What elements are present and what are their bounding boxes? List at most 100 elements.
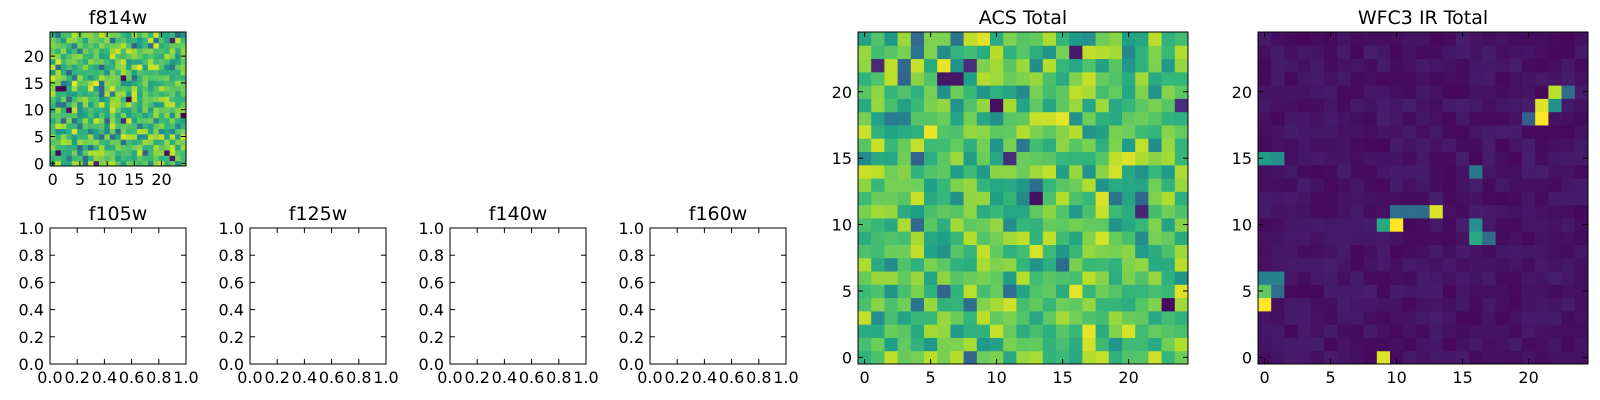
heatmap-cell	[71, 80, 78, 87]
heatmap-cell	[871, 111, 885, 126]
heatmap-cell	[126, 149, 133, 156]
heatmap-cell	[60, 64, 67, 71]
heatmap-cell	[131, 80, 138, 87]
heatmap-cell	[924, 124, 938, 139]
heatmap-cell	[1337, 257, 1351, 272]
heatmap-cell	[66, 149, 73, 156]
heatmap-cell	[990, 217, 1004, 232]
heatmap-cell	[137, 53, 143, 60]
heatmap-cell	[164, 74, 171, 81]
heatmap-cell	[884, 151, 899, 166]
heatmap-cell	[153, 64, 160, 71]
heatmap-cell	[1016, 204, 1031, 219]
heatmap-cell	[1416, 217, 1431, 232]
heatmap-cell	[1258, 284, 1272, 299]
heatmap-cell	[1350, 124, 1365, 139]
heatmap-cell	[924, 350, 938, 365]
heatmap-cell	[98, 149, 105, 156]
heatmap-cell	[1297, 138, 1312, 153]
heatmap-cell	[1337, 310, 1351, 325]
heatmap-cell	[1442, 284, 1457, 299]
heatmap-cell	[1003, 138, 1017, 153]
heatmap-cell	[131, 64, 138, 71]
heatmap-cell	[1337, 32, 1351, 46]
heatmap-cell	[1376, 310, 1391, 325]
heatmap-cell	[1508, 164, 1523, 179]
heatmap-cell	[1042, 164, 1057, 179]
heatmap-cell	[1003, 58, 1017, 73]
heatmap-cell	[50, 90, 56, 97]
heatmap-cell	[120, 155, 127, 162]
heatmap-cell	[60, 37, 67, 44]
heatmap-cell	[1508, 217, 1523, 232]
heatmap-cell	[1174, 191, 1189, 206]
heatmap-cell	[1442, 45, 1457, 60]
heatmap-cell	[180, 101, 187, 108]
heatmap-cell	[1350, 284, 1365, 299]
heatmap-cell	[1108, 85, 1123, 99]
heatmap-cell	[1310, 337, 1325, 352]
heatmap-cell	[142, 85, 149, 92]
heatmap-cell	[115, 117, 122, 124]
heatmap-cell	[1508, 191, 1523, 206]
chart-title: ACS Total	[979, 7, 1067, 29]
heatmap-cell	[1042, 151, 1057, 166]
heatmap-cell	[1029, 71, 1044, 86]
heatmap-cell	[66, 144, 73, 151]
heatmap-cell	[164, 149, 171, 156]
heatmap-cell	[976, 297, 991, 312]
x-tick-label: 0.8	[346, 368, 371, 387]
heatmap-cell	[1482, 45, 1497, 60]
heatmap-cell	[82, 42, 89, 49]
heatmap-cell	[871, 324, 885, 338]
heatmap-cell	[1297, 32, 1312, 46]
heatmap-cell	[60, 53, 67, 60]
heatmap-cell	[1337, 111, 1351, 126]
heatmap-cell	[1535, 231, 1549, 245]
heatmap-cell	[1271, 164, 1285, 179]
heatmap-cell	[1174, 337, 1189, 352]
heatmap-cell	[1350, 297, 1365, 312]
heatmap-cell	[1429, 45, 1444, 60]
heatmap-cell	[1003, 231, 1017, 245]
heatmap-cell	[910, 310, 925, 325]
heatmap-cell	[1161, 71, 1176, 86]
heatmap-cell	[1403, 257, 1417, 272]
heatmap-cell	[1108, 204, 1123, 219]
heatmap-cell	[1350, 45, 1365, 60]
heatmap-cell	[120, 149, 127, 156]
heatmap-cell	[126, 58, 133, 65]
heatmap-cell	[1082, 178, 1097, 192]
x-tick-label: 0.8	[546, 368, 571, 387]
heatmap-cell	[55, 37, 62, 44]
heatmap-cell	[77, 58, 84, 65]
heatmap-cell	[147, 144, 154, 151]
heatmap-cell	[88, 112, 95, 119]
heatmap-cell	[1174, 231, 1189, 245]
heatmap-cell	[1310, 111, 1325, 126]
heatmap-cell	[1403, 350, 1417, 365]
heatmap-cell	[1522, 151, 1536, 166]
heatmap-cell	[950, 45, 965, 60]
heatmap-cell	[1310, 45, 1325, 60]
heatmap-cell	[1469, 138, 1483, 153]
heatmap-cell	[88, 58, 95, 65]
y-tick-label: 0.0	[19, 355, 44, 374]
heatmap-cell	[98, 139, 105, 146]
heatmap-cell	[937, 111, 951, 126]
heatmap-cell	[1082, 310, 1097, 325]
heatmap-cell	[169, 144, 176, 151]
heatmap-cell	[1574, 337, 1589, 352]
heatmap-cell	[1029, 164, 1044, 179]
heatmap-cell	[1258, 58, 1272, 73]
heatmap-cell	[1574, 71, 1589, 86]
heatmap-cell	[137, 74, 143, 81]
heatmap-cell	[158, 37, 165, 44]
heatmap-cell	[104, 155, 111, 162]
heatmap-cell	[1350, 350, 1365, 365]
heatmap-cell	[137, 101, 143, 108]
heatmap-cell	[175, 160, 182, 167]
heatmap-cell	[897, 71, 912, 86]
heatmap-cell	[109, 117, 116, 124]
heatmap-cell	[1069, 164, 1083, 179]
